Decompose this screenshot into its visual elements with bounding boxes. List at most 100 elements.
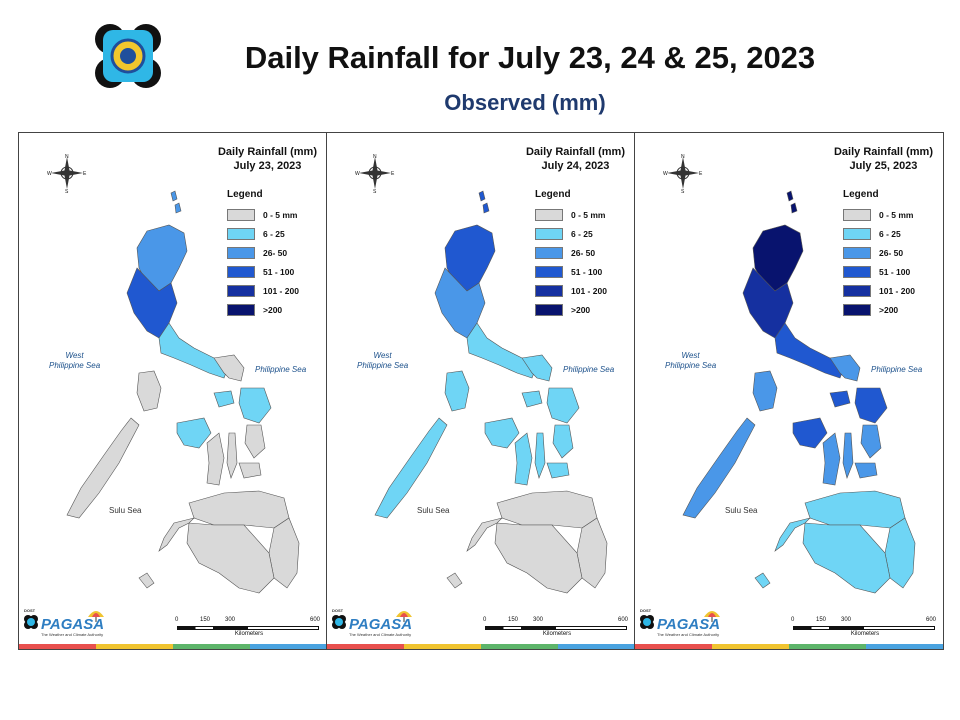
legend-label: 51 - 100 xyxy=(879,266,911,277)
legend-item: 51 - 100 xyxy=(227,262,323,281)
philippines-map xyxy=(66,190,300,594)
legend-label: 51 - 100 xyxy=(571,266,603,277)
pagasa-tagline: The Weather and Climate Authority xyxy=(657,632,720,637)
legend-item: 101 - 200 xyxy=(227,281,323,300)
scale-tick: 150 xyxy=(200,617,211,623)
pagasa-tagline: The Weather and Climate Authority xyxy=(349,632,412,637)
visayas-region xyxy=(484,387,580,486)
legend-item: 51 - 100 xyxy=(843,262,939,281)
legend-item: >200 xyxy=(535,300,631,319)
rainfall-map-panel-july-23: N S W E Daily Rainfall (mm) July 23, 202… xyxy=(18,132,328,650)
compass-s: S xyxy=(65,189,69,193)
legend-title: Legend xyxy=(227,189,263,200)
mindanao-region xyxy=(446,490,608,594)
luzon-region xyxy=(682,224,861,519)
legend-label: 0 - 5 mm xyxy=(263,209,298,220)
panel-date: July 24, 2023 xyxy=(541,160,610,172)
legend-swatch xyxy=(227,246,255,259)
luzon-south xyxy=(466,322,538,379)
panel-title: Daily Rainfall (mm) July 24, 2023 xyxy=(526,145,625,173)
samar xyxy=(854,387,888,424)
mindoro xyxy=(444,370,470,412)
scale-tick: 600 xyxy=(926,617,937,623)
compass-n: N xyxy=(681,154,685,160)
sulu-sea-label: Sulu Sea xyxy=(417,506,450,515)
legend-label: 6 - 25 xyxy=(263,228,285,239)
legend-label: 101 - 200 xyxy=(879,285,915,296)
palawan xyxy=(374,417,448,519)
compass-e: E xyxy=(83,171,87,177)
scale-unit: Kilometers xyxy=(542,631,572,637)
panel-title: Daily Rainfall (mm) July 23, 2023 xyxy=(218,145,317,173)
panay xyxy=(792,417,828,449)
compass-n: N xyxy=(65,154,69,160)
scale-tick: 300 xyxy=(225,617,236,623)
visayas-region xyxy=(792,387,888,486)
mindanao-region xyxy=(754,490,916,594)
compass-e: E xyxy=(699,171,703,177)
legend: Legend 0 - 5 mm 6 - 25 26- 50 51 - 100 1… xyxy=(535,189,631,319)
luzon-south xyxy=(774,322,846,379)
panel-title-line1: Daily Rainfall (mm) xyxy=(833,146,933,158)
visayas-region xyxy=(176,387,272,486)
luzon-region xyxy=(374,224,553,519)
philippines-map xyxy=(374,190,608,594)
mindanao-southwest xyxy=(186,522,275,594)
legend-swatch xyxy=(227,284,255,297)
legend-swatch xyxy=(227,303,255,316)
negros xyxy=(206,432,225,486)
legend-swatch xyxy=(843,208,871,221)
sulu-archipelago xyxy=(754,572,771,589)
legend-item: 6 - 25 xyxy=(535,224,631,243)
legend-label: 6 - 25 xyxy=(879,228,901,239)
legend-item: 6 - 25 xyxy=(843,224,939,243)
compass-n: N xyxy=(373,154,377,160)
leyte xyxy=(244,424,266,459)
legend-swatch xyxy=(535,246,563,259)
scale-tick: 0 xyxy=(791,617,795,623)
legend-label: 101 - 200 xyxy=(571,285,607,296)
legend-swatch xyxy=(843,227,871,240)
legend-item: 51 - 100 xyxy=(535,262,631,281)
bohol xyxy=(546,462,570,479)
masbate xyxy=(829,390,851,408)
dost-text: DOST xyxy=(640,608,652,613)
legend-swatch xyxy=(843,246,871,259)
mindanao-north xyxy=(188,490,290,529)
masbate xyxy=(521,390,543,408)
west-philippine-sea-label: West Philippine Sea xyxy=(49,351,101,370)
panel-date: July 23, 2023 xyxy=(233,160,302,172)
compass-w: W xyxy=(355,171,360,177)
panay xyxy=(484,417,520,449)
legend-item: 0 - 5 mm xyxy=(843,205,939,224)
umbrella-icon xyxy=(88,611,104,622)
luzon-region xyxy=(66,224,245,519)
bicol-peninsula xyxy=(521,354,553,382)
negros xyxy=(514,432,533,486)
legend-swatch xyxy=(227,265,255,278)
compass-w: W xyxy=(47,171,52,177)
sulu-archipelago xyxy=(138,572,155,589)
legend-item: 101 - 200 xyxy=(843,281,939,300)
legend-label: >200 xyxy=(571,304,591,315)
mindanao-southwest xyxy=(802,522,891,594)
bicol-peninsula xyxy=(213,354,245,382)
philippine-sea-label: Philippine Sea xyxy=(563,365,615,374)
mindoro xyxy=(752,370,778,412)
legend-label: 26- 50 xyxy=(879,247,904,258)
scale-bar: 0 150 300 600 Kilometers xyxy=(174,617,324,643)
compass-s: S xyxy=(373,189,377,193)
north-arrow-icon: N S W E xyxy=(355,154,395,193)
scale-tick: 150 xyxy=(816,617,827,623)
panel-title-line1: Daily Rainfall (mm) xyxy=(525,146,625,158)
legend-label: 26- 50 xyxy=(263,247,288,258)
zamboanga-peninsula xyxy=(774,517,811,552)
legend-label: 0 - 5 mm xyxy=(571,209,606,220)
legend-swatch xyxy=(535,227,563,240)
dost-text: DOST xyxy=(24,608,36,613)
umbrella-icon xyxy=(704,611,720,622)
legend-item: 6 - 25 xyxy=(227,224,323,243)
cebu xyxy=(534,432,546,479)
philippine-sea-label: Philippine Sea xyxy=(871,365,923,374)
legend-item: >200 xyxy=(227,300,323,319)
